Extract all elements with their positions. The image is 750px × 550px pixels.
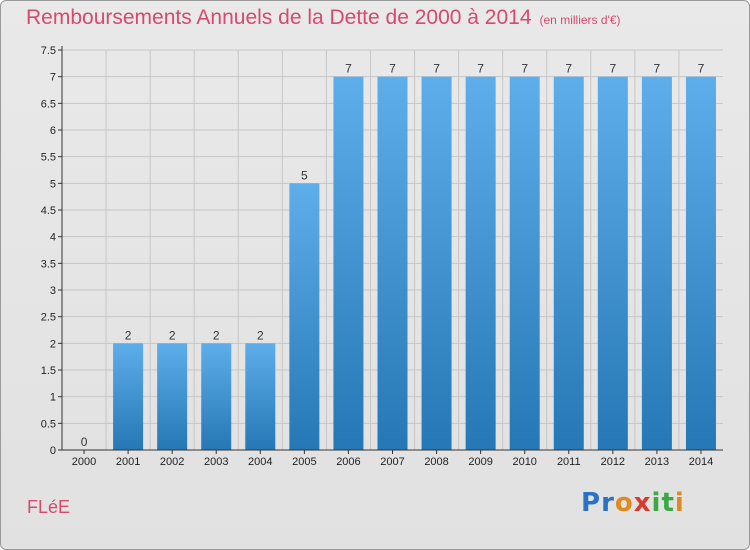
logo-letter: r xyxy=(601,488,615,518)
logo-letter: t xyxy=(661,488,675,518)
x-tick-label: 2008 xyxy=(424,456,448,468)
data-label: 7 xyxy=(698,62,705,76)
logo-letter: i xyxy=(674,488,685,518)
y-tick-label: 1 xyxy=(50,392,56,404)
x-tick-label: 2001 xyxy=(116,456,140,468)
data-label: 7 xyxy=(565,62,572,76)
bar xyxy=(333,76,364,451)
data-label: 7 xyxy=(345,62,352,76)
x-tick-label: 2005 xyxy=(292,456,316,468)
data-label: 7 xyxy=(433,62,440,76)
y-tick-label: 0.5 xyxy=(41,418,56,430)
bar xyxy=(377,76,408,451)
y-tick-label: 2 xyxy=(50,338,56,350)
title-unit: (en milliers d'€) xyxy=(539,13,621,27)
data-label: 0 xyxy=(81,435,88,449)
bar xyxy=(465,76,496,451)
bar xyxy=(553,76,584,451)
bar xyxy=(685,76,716,451)
x-tick-label: 2010 xyxy=(512,456,536,468)
commune-name: FLéE xyxy=(27,497,71,517)
x-tick-label: 2007 xyxy=(380,456,404,468)
x-tick-label: 2012 xyxy=(601,456,625,468)
bars xyxy=(113,76,716,451)
y-tick-label: 6.5 xyxy=(41,98,56,110)
axes xyxy=(58,46,723,454)
labels: 0 0.5 1 1.5 2 2.5 3 3.5 4 4.5 5 5.5 6 6.5 7 7.5 0 2000 2 20… xyxy=(41,45,714,468)
x-tick-label: 2002 xyxy=(160,456,184,468)
y-tick-label: 3 xyxy=(50,285,56,297)
bar xyxy=(245,343,276,450)
y-tick-label: 0 xyxy=(50,445,56,457)
proxiti-logo[interactable]: Proxiti xyxy=(581,488,685,518)
y-tick-label: 6 xyxy=(50,125,56,137)
logo-letter: o xyxy=(614,488,634,518)
y-tick-label: 4.5 xyxy=(41,205,56,217)
y-tick-label: 7.5 xyxy=(41,45,56,57)
logo-letter: i xyxy=(651,488,662,518)
y-tick-label: 5 xyxy=(50,178,56,190)
x-tick-label: 2014 xyxy=(689,456,713,468)
y-tick-label: 2.5 xyxy=(41,312,56,324)
logo-letter: x xyxy=(633,488,652,518)
logo-letter: P xyxy=(581,488,602,518)
bar xyxy=(157,343,188,450)
bar xyxy=(201,343,232,450)
data-label: 5 xyxy=(301,168,308,182)
x-tick-label: 2011 xyxy=(557,456,581,468)
x-tick-label: 2013 xyxy=(645,456,669,468)
x-tick-label: 2006 xyxy=(336,456,360,468)
bar xyxy=(421,76,452,451)
data-label: 2 xyxy=(169,328,176,342)
y-tick-label: 5.5 xyxy=(41,152,56,164)
chart-title: Remboursements Annuels de la Dette de 20… xyxy=(26,6,621,30)
x-tick-label: 2003 xyxy=(204,456,228,468)
x-tick-label: 2004 xyxy=(248,456,272,468)
y-tick-label: 3.5 xyxy=(41,258,56,270)
data-label: 2 xyxy=(257,328,264,342)
data-label: 2 xyxy=(125,328,132,342)
data-label: 7 xyxy=(389,62,396,76)
bar xyxy=(509,76,540,451)
bar xyxy=(113,343,144,450)
y-tick-label: 1.5 xyxy=(41,365,56,377)
y-tick-label: 4 xyxy=(50,232,56,244)
data-label: 7 xyxy=(654,62,661,76)
y-tick-label: 7 xyxy=(50,72,56,84)
x-tick-label: 2000 xyxy=(72,456,96,468)
bar xyxy=(289,183,320,451)
data-label: 2 xyxy=(213,328,220,342)
title-text: Remboursements Annuels de la Dette de 20… xyxy=(26,6,532,29)
data-label: 7 xyxy=(477,62,484,76)
bar xyxy=(597,76,628,451)
x-tick-label: 2009 xyxy=(468,456,492,468)
data-label: 7 xyxy=(609,62,616,76)
data-label: 7 xyxy=(521,62,528,76)
bar xyxy=(641,76,672,451)
